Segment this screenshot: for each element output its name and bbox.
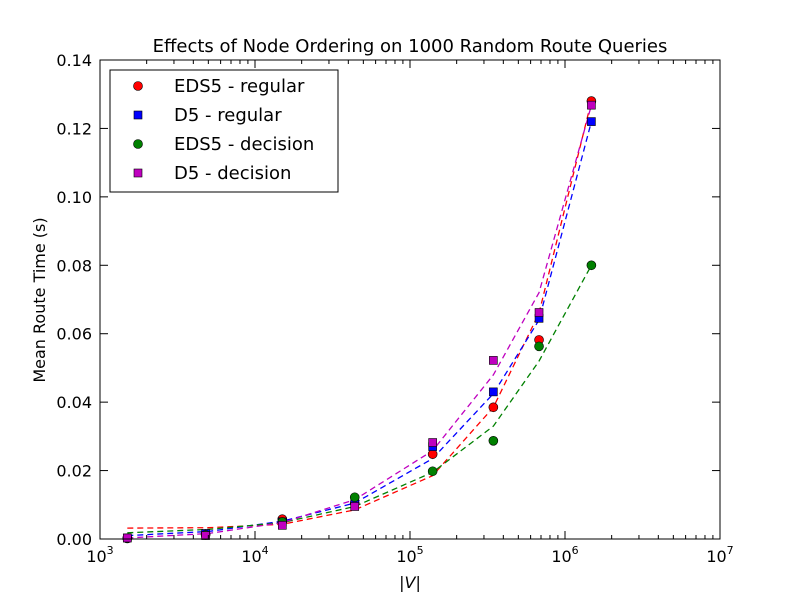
data-point	[489, 356, 498, 365]
legend-label: EDS5 - decision	[174, 134, 314, 155]
data-point	[349, 492, 360, 503]
legend-box	[109, 69, 339, 193]
data-point	[488, 436, 499, 446]
y-axis-label: Mean Route Time (s)	[30, 217, 49, 382]
y-tick-label: 0.14	[56, 51, 92, 70]
x-axis-label: |V|	[399, 573, 421, 592]
data-point	[534, 308, 544, 317]
data-point	[489, 387, 498, 397]
data-point	[534, 341, 544, 352]
data-point	[427, 449, 438, 459]
data-point	[586, 260, 597, 271]
legend-label: D5 - regular	[174, 105, 282, 126]
data-point	[350, 502, 360, 511]
data-point	[488, 402, 499, 413]
legend-marker	[133, 81, 143, 91]
y-tick-label: 0.12	[56, 119, 92, 138]
x-tick-label: 104	[241, 544, 268, 566]
x-tick-label: 103	[86, 544, 113, 566]
legend-marker	[133, 139, 143, 149]
y-tick-label: 0.08	[56, 256, 92, 275]
legend-label: D5 - decision	[174, 163, 291, 184]
legend-marker	[133, 110, 143, 120]
fit-lines	[127, 100, 593, 539]
chart-title: Effects of Node Ordering on 1000 Random …	[153, 36, 668, 57]
fit-line	[127, 105, 593, 539]
data-point	[427, 466, 438, 477]
data-point	[122, 533, 132, 543]
y-tick-label: 0.10	[56, 188, 92, 207]
legend-label: EDS5 - regular	[174, 76, 305, 97]
x-axis: 103 104 105 106 107	[86, 60, 734, 566]
legend: EDS5 - regular D5 - regular EDS5 - decisio…	[109, 69, 339, 193]
legend-marker	[133, 168, 143, 178]
data-point	[587, 100, 596, 110]
y-axis: 0.00 0.02 0.04 0.06 0.08 0.10 0.12 0.14	[56, 51, 720, 549]
x-tick-label: 106	[551, 544, 578, 566]
fit-line	[127, 121, 593, 537]
y-tick-label: 0.06	[56, 325, 92, 344]
data-point	[428, 438, 437, 447]
data-point	[201, 531, 210, 540]
fit-line	[127, 264, 592, 534]
y-tick-label: 0.02	[56, 462, 92, 481]
y-tick-label: 0.04	[56, 393, 92, 412]
y-tick-label: 0.00	[56, 530, 92, 549]
x-tick-label: 107	[706, 544, 733, 566]
x-tick-label: 105	[396, 544, 423, 566]
data-point	[587, 117, 596, 126]
fit-line	[127, 100, 593, 529]
data-point	[277, 521, 287, 530]
